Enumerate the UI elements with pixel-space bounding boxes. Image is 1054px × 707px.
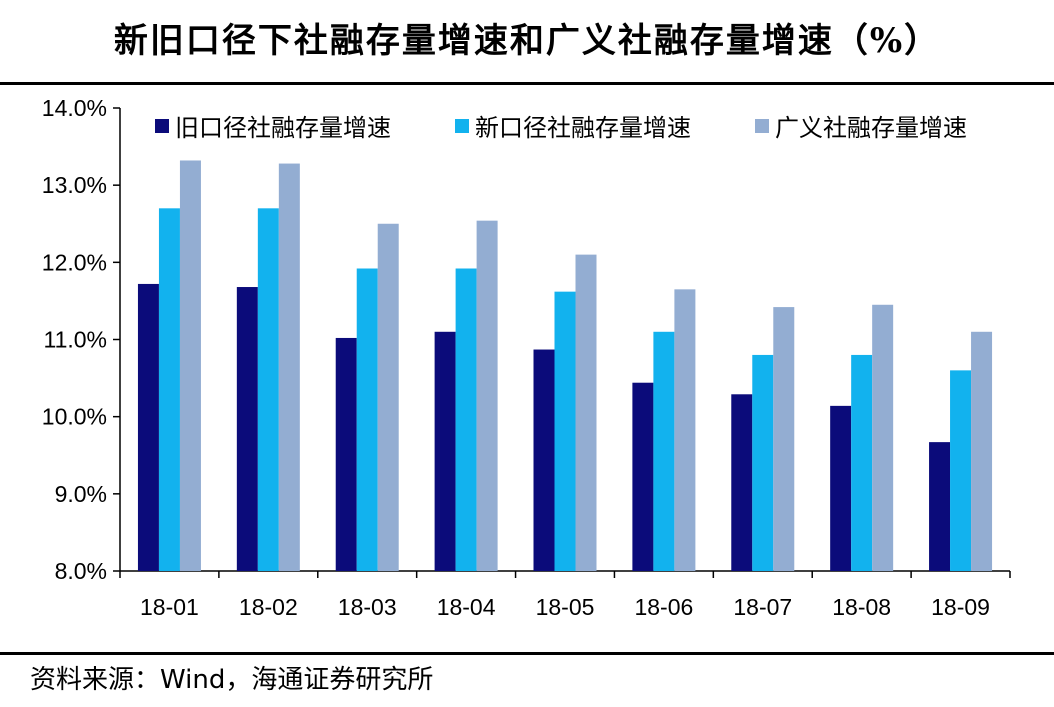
bars [137, 160, 993, 572]
bar-3-18-02 [278, 163, 300, 571]
bar-1-18-02 [236, 287, 258, 571]
title-divider [0, 82, 1054, 85]
bar-3-18-09 [971, 331, 993, 571]
bar-2-18-01 [158, 208, 180, 572]
x-tick-label: 18-02 [239, 594, 298, 620]
bar-2-18-04 [455, 268, 477, 571]
bar-2-18-07 [752, 354, 774, 571]
x-tick-label: 18-08 [832, 594, 891, 620]
y-tick-label: 8.0% [55, 558, 107, 584]
source-divider [0, 652, 1054, 655]
bar-2-18-06 [653, 331, 675, 571]
y-tick-label: 10.0% [42, 404, 107, 430]
legend-label: 广义社融存量增速 [775, 114, 967, 142]
x-tick-label: 18-01 [140, 594, 199, 620]
bar-3-18-06 [674, 289, 696, 571]
bar-3-18-04 [476, 220, 498, 571]
bar-2-18-03 [356, 268, 378, 571]
bar-2-18-05 [554, 291, 576, 571]
legend-label: 新口径社融存量增速 [475, 114, 691, 142]
x-tick-label: 18-06 [634, 594, 693, 620]
x-tick-label: 18-03 [338, 594, 397, 620]
y-tick-label: 11.0% [43, 327, 107, 353]
bar-1-18-07 [731, 394, 753, 571]
bar-1-18-09 [929, 442, 951, 571]
y-tick-label: 14.0% [42, 95, 107, 121]
y-tick-label: 12.0% [42, 249, 107, 275]
bar-1-18-01 [137, 283, 159, 571]
bar-2-18-02 [257, 208, 279, 572]
bar-3-18-07 [773, 307, 795, 571]
bar-3-18-03 [377, 223, 399, 571]
x-tick-label: 18-09 [931, 594, 990, 620]
bar-chart: 8.0% 9.0% 10.0% 11.0% 12.0% 13.0% 14.0% 18-01 18… [42, 95, 1011, 620]
bar-3-18-05 [575, 254, 597, 571]
legend-swatch [755, 119, 769, 133]
bar-3-18-08 [872, 304, 894, 571]
bar-1-18-03 [335, 337, 357, 571]
x-tick-label: 18-04 [437, 594, 496, 620]
bar-1-18-08 [830, 405, 852, 571]
bar-1-18-04 [434, 331, 456, 571]
bar-2-18-09 [950, 370, 972, 571]
bar-1-18-06 [632, 382, 654, 571]
x-tick-label: 18-05 [536, 594, 595, 620]
legend: 旧口径社融存量增速 新口径社融存量增速 广义社融存量增速 [155, 114, 967, 142]
x-tick-label: 18-07 [733, 594, 792, 620]
chart-title: 新旧口径下社融存量增速和广义社融存量增速（%） [113, 21, 941, 61]
legend-swatch [455, 119, 469, 133]
y-tick-label: 13.0% [42, 172, 107, 198]
legend-label: 旧口径社融存量增速 [175, 114, 391, 142]
bar-1-18-05 [533, 349, 555, 571]
y-tick-label: 9.0% [55, 481, 107, 507]
source-note: 资料来源：Wind，海通证券研究所 [30, 665, 434, 695]
bar-3-18-01 [179, 160, 201, 571]
legend-swatch [155, 119, 169, 133]
bar-2-18-08 [851, 354, 873, 571]
